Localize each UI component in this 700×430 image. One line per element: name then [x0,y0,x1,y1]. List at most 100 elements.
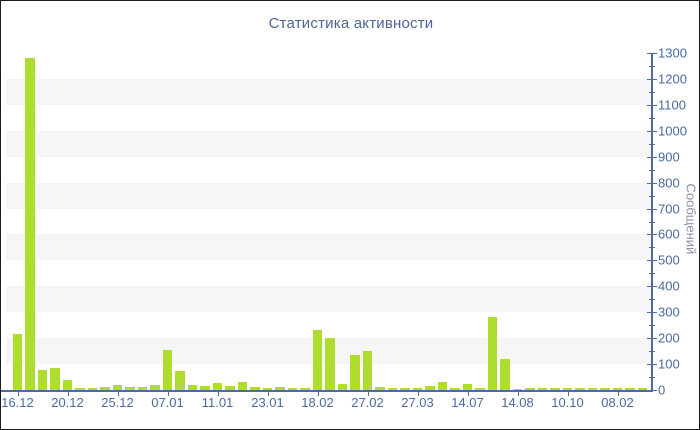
x-tick [117,392,119,396]
bar [100,387,110,390]
y-tick-label: 900 [658,149,680,165]
y-tick-label: 300 [658,304,680,320]
grid-band [6,53,651,79]
bar [112,384,123,390]
bar [575,388,585,390]
x-tick [167,392,169,396]
y-major-tick [647,156,657,158]
x-tick-label: 18.02 [301,395,334,410]
bar [50,368,60,390]
grid-band [6,234,651,261]
x-tick-label: 14.08 [501,395,534,410]
x-tick [567,392,569,396]
bar [412,388,423,390]
y-minor-tick [649,169,655,171]
grid-band [6,208,651,235]
y-tick-label: 1100 [658,97,686,113]
bar [387,387,398,390]
grid-band [6,156,651,183]
y-major-tick [647,78,657,80]
y-tick-label: 700 [658,201,680,217]
y-major-tick [647,260,657,262]
bar [25,58,35,390]
bar [162,349,173,390]
x-tick-label: 23.01 [251,395,284,410]
grid-band [6,182,651,209]
x-tick-label: 08.02 [601,395,634,410]
y-axis-line [651,53,653,392]
bar [175,371,185,390]
bar [362,351,373,390]
x-tick [417,392,419,396]
y-major-tick [647,208,657,210]
y-minor-tick [649,325,655,327]
bar [350,355,360,390]
x-tick [17,392,19,396]
y-tick-label: 500 [658,252,680,268]
grid-band [6,78,651,105]
bar [62,380,73,390]
grid-band [6,130,651,157]
y-major-tick [647,338,657,340]
bar [75,387,85,390]
y-tick-label: 600 [658,226,680,242]
y-minor-tick [649,273,655,275]
x-tick [217,392,219,396]
y-minor-tick [649,351,655,353]
y-major-tick [647,53,657,54]
bar [637,387,648,390]
y-tick-label: 1300 [658,45,687,61]
bar [262,388,273,390]
y-major-tick [647,130,657,132]
y-axis-title: Сообщений [683,183,699,255]
x-tick-label: 07.01 [151,395,184,410]
x-tick [317,392,319,396]
y-major-tick [647,390,657,391]
bar [625,388,635,390]
bar [550,387,560,390]
bar [475,387,485,390]
grid-band [6,312,651,339]
y-minor-tick [649,247,655,249]
y-tick-label: 0 [658,382,666,398]
x-tick [367,392,369,396]
x-tick-label: 27.03 [401,395,434,410]
x-tick [267,392,269,396]
y-tick-label: 1200 [658,71,687,87]
y-tick-label: 200 [658,330,680,346]
bar [125,386,135,390]
bar [275,386,285,390]
bar [250,386,260,390]
bar [562,388,573,390]
x-axis-line [1,390,653,392]
bar [12,334,23,390]
bar [325,338,335,390]
y-major-tick [647,312,657,314]
bar [400,388,410,390]
y-tick-label: 800 [658,175,680,191]
y-minor-tick [649,195,655,197]
x-tick-label: 11.01 [201,395,234,410]
bar [300,388,310,390]
bar [450,387,460,390]
bar [512,388,523,390]
bar [150,385,160,390]
bar [87,388,98,390]
y-major-tick [647,182,657,184]
bar [237,381,248,390]
y-minor-tick [649,221,655,223]
bar [137,386,148,390]
grid-band [6,260,651,287]
bar [612,388,623,390]
bar [537,387,548,390]
grid-band [6,104,651,131]
y-major-tick [647,286,657,288]
y-major-tick [647,364,657,366]
bar [187,385,198,390]
y-tick-label: 400 [658,278,680,294]
x-tick [67,392,69,396]
y-minor-tick [649,65,655,67]
bar [487,317,498,390]
y-minor-tick [649,377,655,379]
